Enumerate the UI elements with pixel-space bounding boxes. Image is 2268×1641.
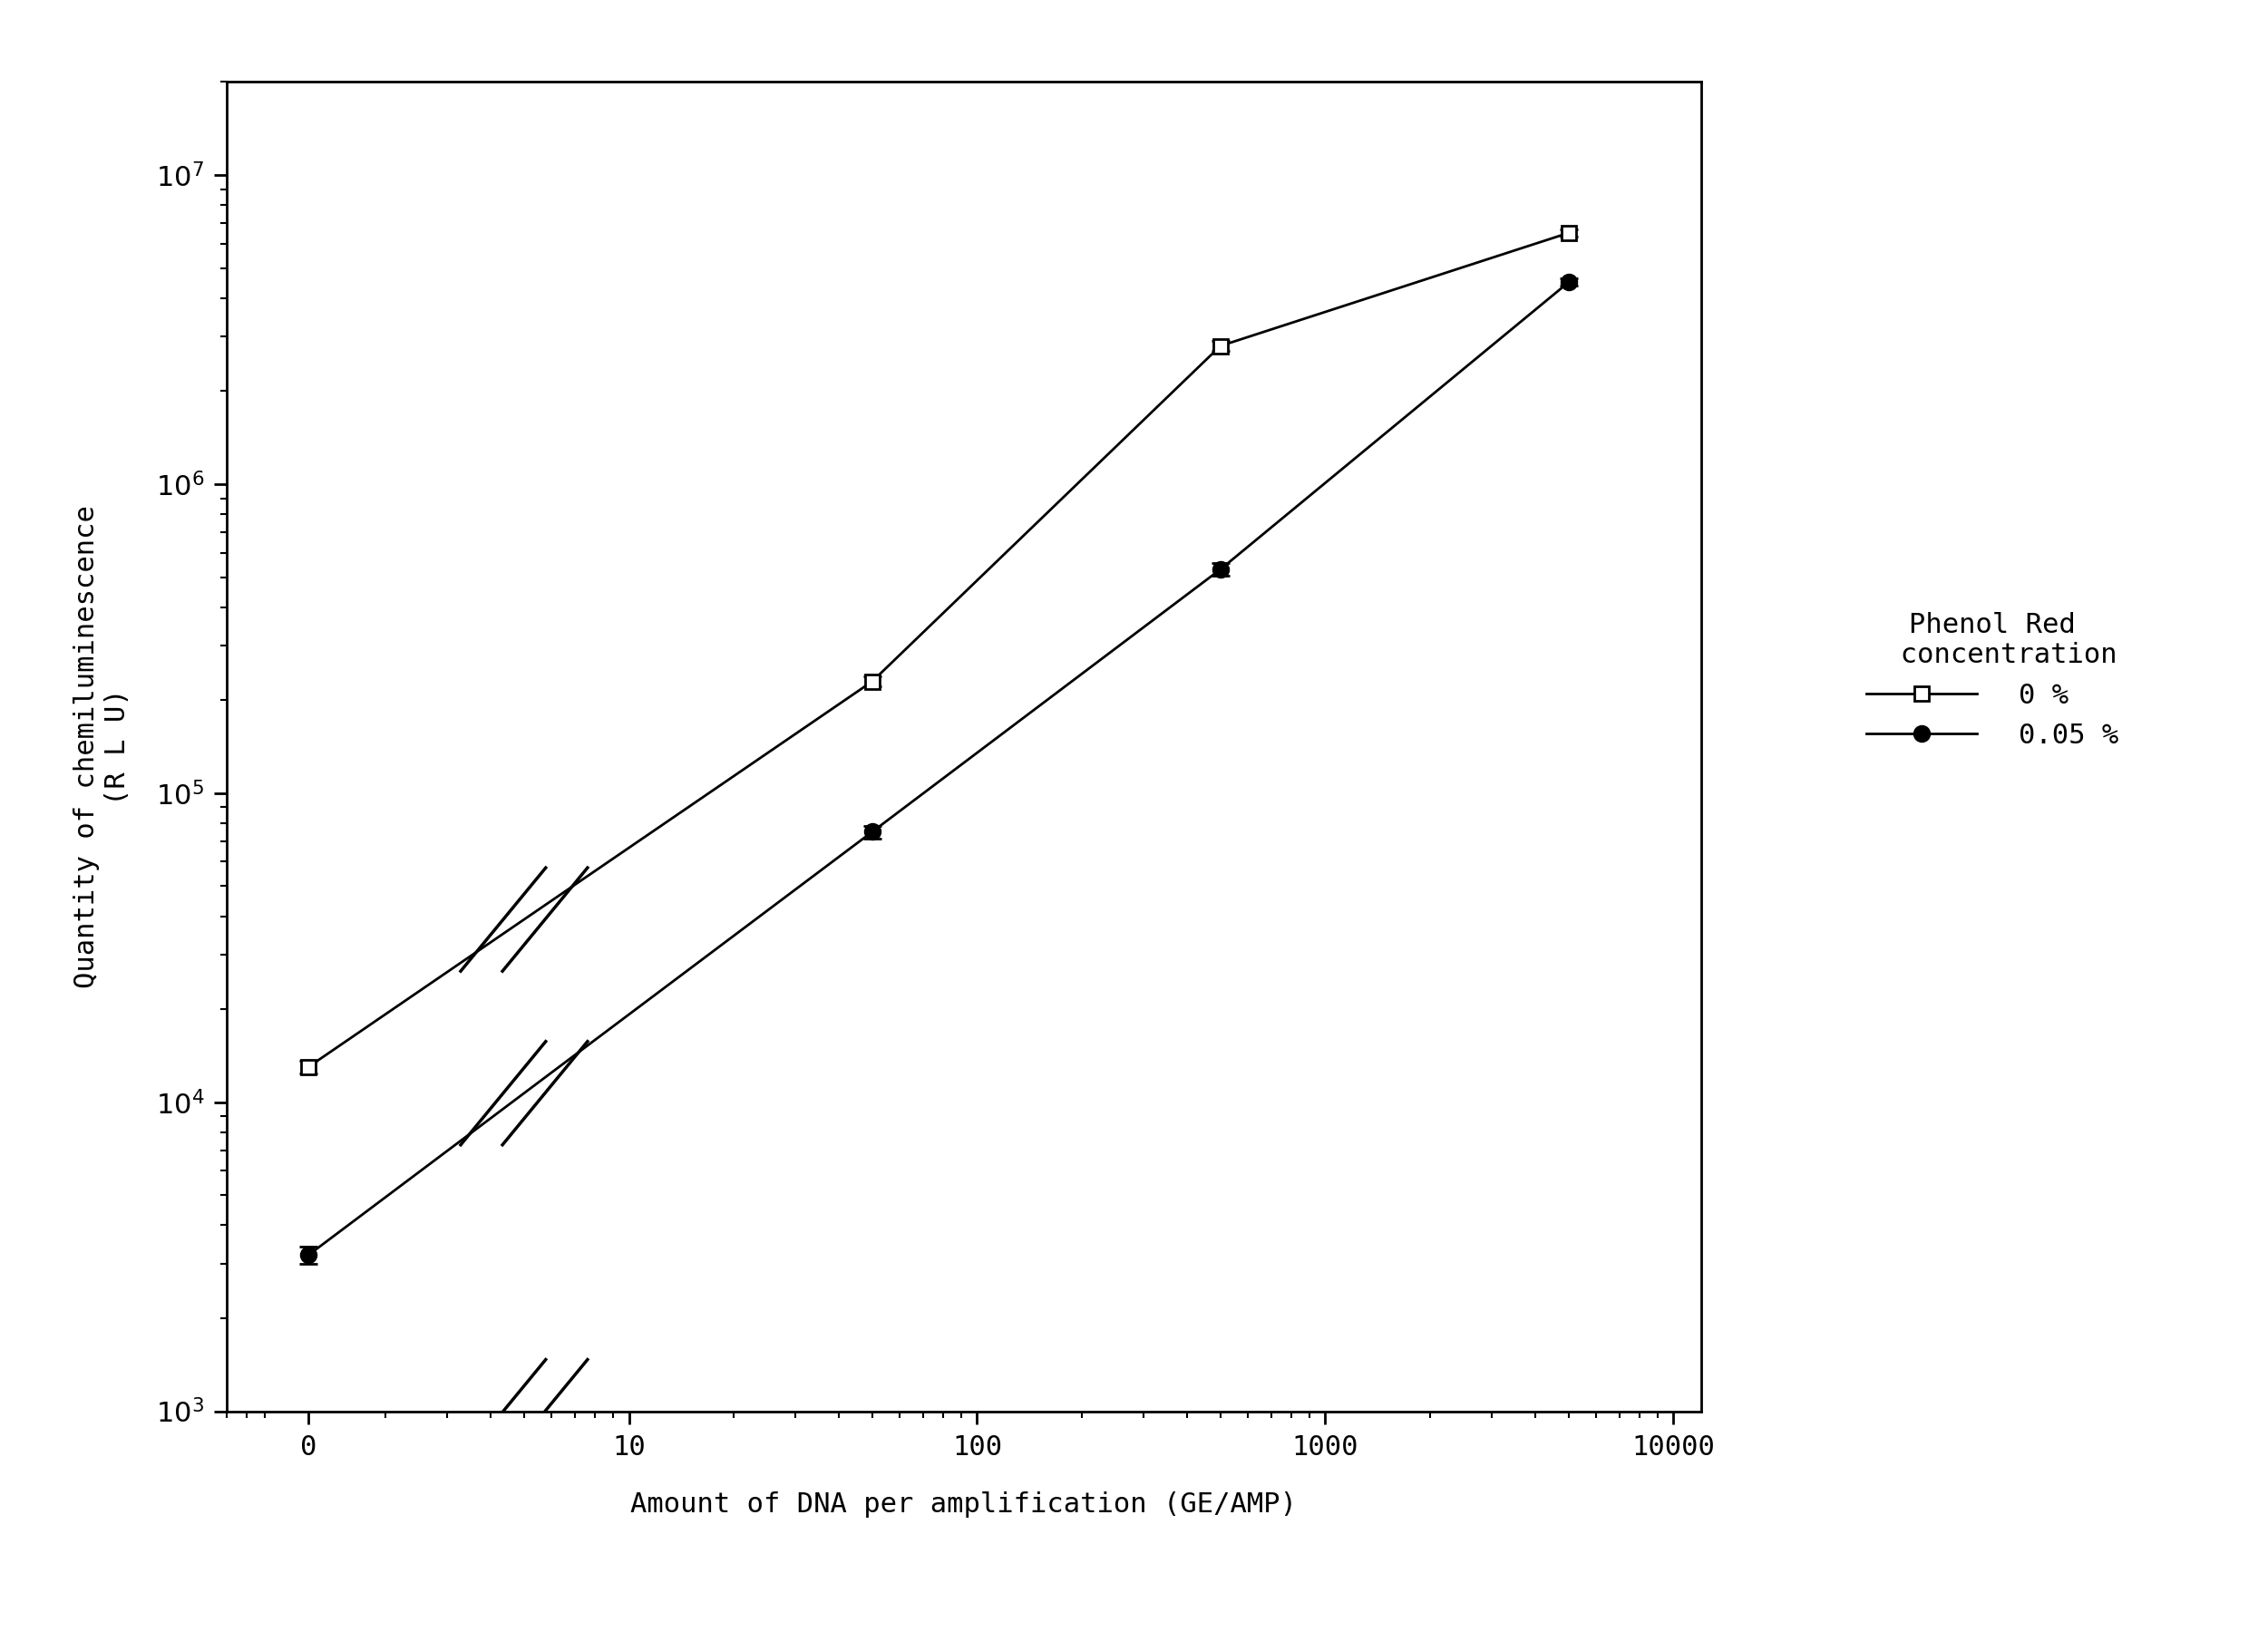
X-axis label: Amount of DNA per amplification (GE/AMP): Amount of DNA per amplification (GE/AMP) [631, 1492, 1297, 1518]
Legend: 0 %, 0.05 %: 0 %, 0.05 % [1855, 601, 2130, 760]
Y-axis label: Quantity of chemiluminescence
(R L U): Quantity of chemiluminescence (R L U) [73, 505, 129, 988]
